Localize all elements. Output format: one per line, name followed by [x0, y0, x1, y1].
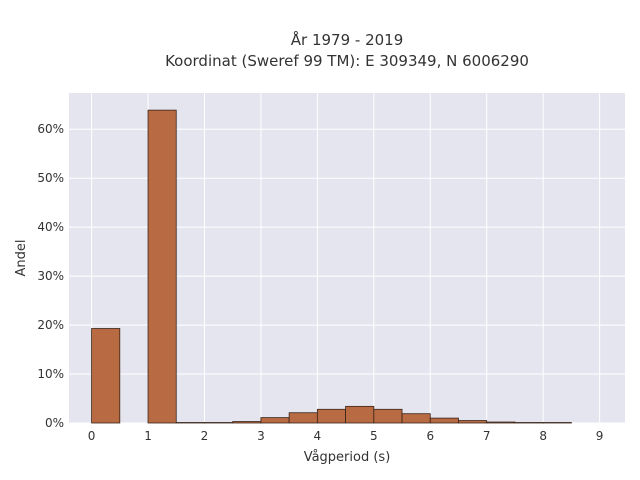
histogram-bar — [288, 412, 318, 424]
bars — [91, 109, 572, 424]
x-tick-label: 0 — [88, 429, 96, 443]
y-tick-label: 10% — [37, 367, 64, 381]
histogram-bar — [91, 328, 121, 424]
histogram-bar — [147, 109, 177, 424]
histogram-bar — [345, 405, 375, 424]
y-tick-label: 20% — [37, 318, 64, 332]
histogram-bar — [401, 413, 431, 424]
histogram-bar — [373, 408, 403, 424]
x-tick-label: 6 — [426, 429, 434, 443]
x-tick-label: 5 — [370, 429, 378, 443]
x-tick-label: 4 — [314, 429, 322, 443]
y-tick-label: 30% — [37, 269, 64, 283]
chart-subtitle: Koordinat (Sweref 99 TM): E 309349, N 60… — [165, 52, 529, 70]
y-tick-label: 50% — [37, 171, 64, 185]
histogram-bar — [316, 408, 346, 424]
histogram-bar — [458, 420, 488, 424]
chart-title: År 1979 - 2019 — [291, 30, 404, 49]
x-tick-label: 2 — [201, 429, 209, 443]
histogram-bar — [429, 417, 459, 424]
y-tick-label: 0% — [45, 416, 64, 430]
x-tick-label: 7 — [483, 429, 491, 443]
y-axis-label: Andel — [14, 240, 29, 277]
x-tick-label: 8 — [539, 429, 547, 443]
y-tick-label: 60% — [37, 122, 64, 136]
x-tick-label: 9 — [596, 429, 604, 443]
x-axis-label: Vågperiod (s) — [304, 450, 391, 465]
y-tick-labels: 0% 10% 20% 30% 40% 50% 60% — [37, 122, 64, 430]
histogram-bar — [232, 421, 262, 424]
x-tick-label: 1 — [144, 429, 152, 443]
x-tick-label: 3 — [257, 429, 265, 443]
histogram-bar — [486, 421, 516, 424]
x-tick-labels: 0 1 2 3 4 5 6 7 8 9 — [88, 429, 604, 443]
histogram-bar — [260, 417, 290, 424]
y-tick-label: 40% — [37, 220, 64, 234]
